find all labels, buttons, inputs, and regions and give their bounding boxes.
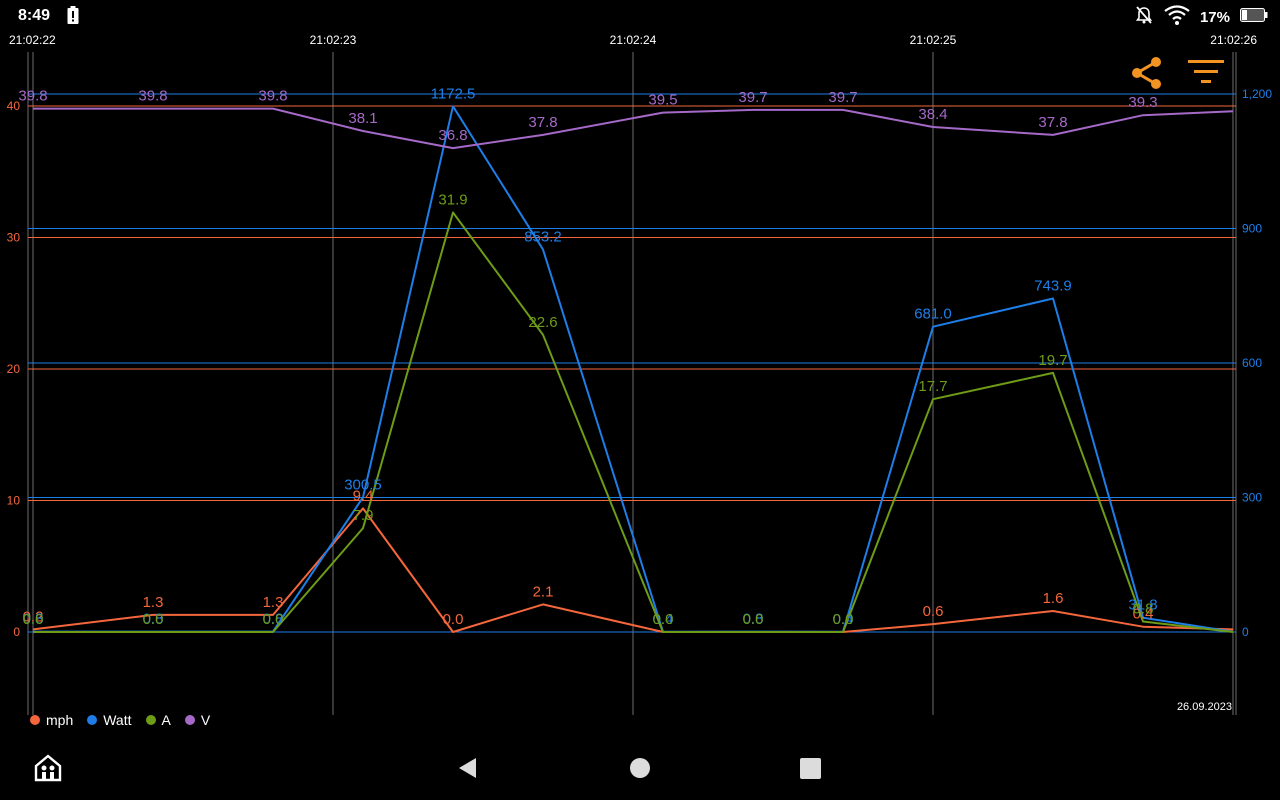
wifi-icon xyxy=(1164,5,1190,30)
data-label-a: 0.0 xyxy=(23,611,44,628)
battery-percent: 17% xyxy=(1199,9,1230,26)
filter-icon[interactable] xyxy=(1188,58,1224,91)
data-label-v: 39.8 xyxy=(138,88,167,105)
navigation-bar xyxy=(0,740,1280,800)
data-label-v: 39.8 xyxy=(18,88,47,105)
data-label-watt: 0.8 xyxy=(23,611,44,628)
left-tick-label: 30 xyxy=(7,231,21,245)
data-label-mph: 1.3 xyxy=(143,594,164,611)
series-line-v xyxy=(33,107,1234,150)
series-lines xyxy=(32,105,1234,633)
battery-icon xyxy=(1240,8,1268,27)
x-axis-tick-labels: 21:02:22 21:02:23 21:02:24 21:02:25 21:02:26 xyxy=(9,33,1257,47)
left-tick-label: 10 xyxy=(7,494,21,508)
data-label-a: 0.0 xyxy=(653,611,674,628)
data-label-v: 39.7 xyxy=(828,89,857,106)
legend-swatch xyxy=(87,715,98,725)
legend-swatch xyxy=(184,715,195,725)
recents-icon[interactable] xyxy=(800,758,821,779)
data-label-v: 39.7 xyxy=(738,89,767,106)
legend-label: V xyxy=(200,712,211,728)
data-label-mph: 1.3 xyxy=(263,594,284,611)
data-label-v: 39.3 xyxy=(1128,94,1157,111)
legend-item-v[interactable]: V xyxy=(184,712,211,728)
data-label-a: 0.0 xyxy=(833,611,854,628)
legend-item-a[interactable]: A xyxy=(145,712,171,728)
data-label-a: 31.9 xyxy=(438,192,467,209)
chart-legend: mph Watt A V xyxy=(30,712,216,728)
legend-swatch xyxy=(30,715,40,725)
legend-item-watt[interactable]: Watt xyxy=(87,712,132,728)
line-chart: 21:02:22 21:02:23 21:02:24 21:02:25 21:02:26… xyxy=(7,33,1272,715)
data-label-mph: 1.6 xyxy=(1043,590,1064,607)
left-tick-label: 40 xyxy=(7,99,21,113)
data-label-watt: 31.8 xyxy=(1128,597,1157,614)
battery-alert-icon xyxy=(67,6,79,29)
status-time: 8:49 xyxy=(18,7,51,24)
data-label-v: 37.8 xyxy=(1038,114,1067,131)
right-tick-label: 300 xyxy=(1242,491,1262,505)
data-label-watt: 0.4 xyxy=(833,611,854,628)
data-label-watt: 853.2 xyxy=(524,228,562,245)
data-label-watt: 681.0 xyxy=(914,306,952,323)
x-tick-label: 21:02:24 xyxy=(610,33,657,47)
data-label-mph: 0.6 xyxy=(923,603,944,620)
data-label-watt: 0.8 xyxy=(143,611,164,628)
share-icon[interactable] xyxy=(1130,56,1164,95)
x-tick-label: 21:02:23 xyxy=(310,33,357,47)
right-tick-label: 900 xyxy=(1242,222,1262,236)
right-tick-label: 600 xyxy=(1242,356,1262,370)
legend-swatch xyxy=(145,715,156,725)
right-axis-tick-labels: 0 300 600 900 1,200 xyxy=(1242,87,1272,639)
data-labels: 0.21.3 1.39.40.02.10.61.60.40.8 0.8 0.8300.… xyxy=(18,85,1157,628)
data-label-a: 0.0 xyxy=(263,611,284,628)
data-label-v: 38.1 xyxy=(348,110,377,127)
data-label-v: 38.4 xyxy=(918,106,947,123)
notifications-off-icon xyxy=(1134,5,1154,30)
left-axis-tick-labels: 0 10 20 30 40 xyxy=(7,99,21,639)
left-tick-label: 0 xyxy=(13,625,20,639)
vertical-gridlines xyxy=(27,52,1237,715)
data-label-a: 0.8 xyxy=(1133,600,1154,617)
data-label-v: 39.5 xyxy=(648,92,677,109)
data-label-mph: 9.4 xyxy=(353,487,374,504)
data-label-watt: 1172.5 xyxy=(431,85,476,102)
data-label-mph: 2.1 xyxy=(533,583,554,600)
x-tick-label: 21:02:22 xyxy=(9,33,56,47)
data-label-a: 19.7 xyxy=(1038,352,1067,369)
legend-label: Watt xyxy=(103,712,132,728)
data-label-a: 17.7 xyxy=(918,378,947,395)
legend-label: mph xyxy=(46,712,74,728)
data-label-v: 36.8 xyxy=(438,127,467,144)
data-label-mph: 0.2 xyxy=(23,608,44,625)
data-label-a: 22.6 xyxy=(528,314,557,331)
x-tick-label: 21:02:25 xyxy=(910,33,957,47)
back-icon[interactable] xyxy=(456,756,480,780)
data-label-watt: 0.8 xyxy=(263,611,284,628)
data-label-v: 37.8 xyxy=(528,114,557,131)
app-home-icon[interactable] xyxy=(32,752,64,784)
data-label-watt: 300.5 xyxy=(344,476,382,493)
home-icon[interactable] xyxy=(629,757,651,779)
data-label-watt: 743.9 xyxy=(1034,277,1072,294)
data-label-a: 0.0 xyxy=(143,611,164,628)
series-line-a xyxy=(33,211,1234,633)
x-tick-label: 21:02:26 xyxy=(1210,33,1257,47)
date-label: 26.09.2023 xyxy=(1176,701,1232,713)
data-label-watt: 0.8 xyxy=(743,611,764,628)
legend-label: A xyxy=(161,712,171,728)
legend-item-mph[interactable]: mph xyxy=(30,712,73,728)
status-bar: 8:49 17% xyxy=(0,0,1280,30)
right-tick-label: 0 xyxy=(1242,625,1249,639)
data-label-mph: 0.0 xyxy=(443,611,464,628)
data-label-a: 7.9 xyxy=(353,507,374,524)
data-label-v: 39.8 xyxy=(258,88,287,105)
data-label-a: 0.0 xyxy=(743,611,764,628)
data-label-watt: 0.4 xyxy=(653,611,674,628)
right-tick-label: 1,200 xyxy=(1242,87,1272,101)
left-tick-label: 20 xyxy=(7,362,21,376)
data-label-mph: 0.4 xyxy=(1133,606,1154,623)
